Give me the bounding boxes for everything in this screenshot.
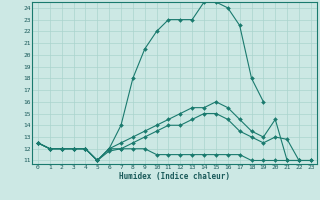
- X-axis label: Humidex (Indice chaleur): Humidex (Indice chaleur): [119, 172, 230, 181]
